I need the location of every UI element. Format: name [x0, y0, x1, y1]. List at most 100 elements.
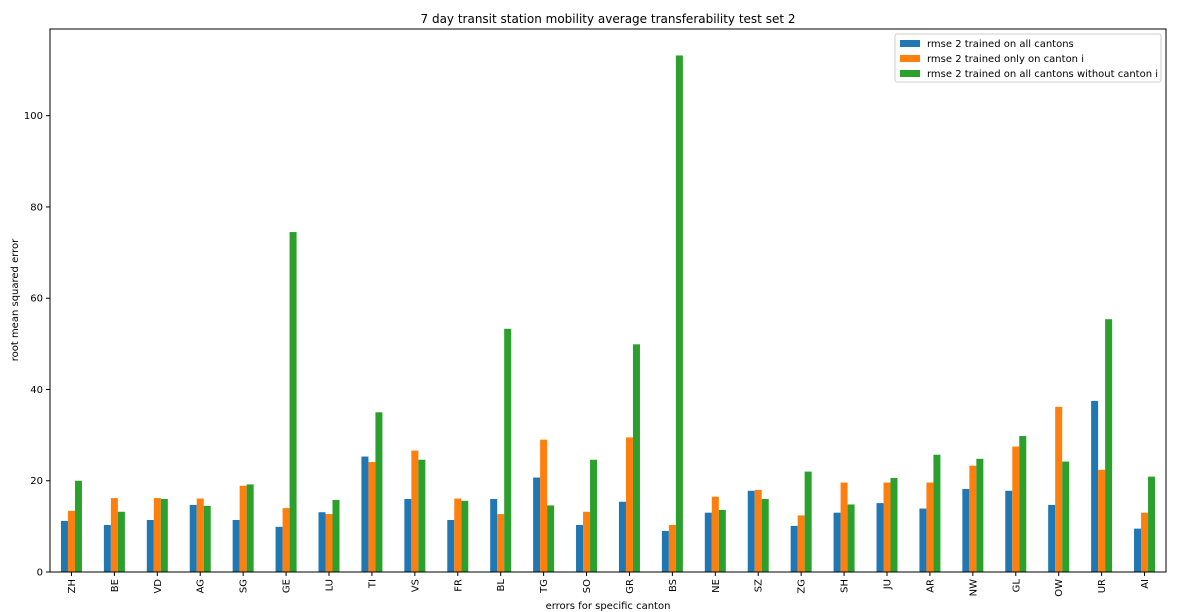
- bar-fr-series-3: [461, 500, 469, 572]
- bar-zg-series-3: [804, 471, 812, 572]
- bar-sh-series-2: [840, 482, 848, 572]
- bar-ju-series-3: [890, 478, 898, 572]
- bar-ai-series-1: [1134, 528, 1142, 572]
- bar-nw-series-3: [976, 458, 984, 572]
- bar-so-series-2: [583, 511, 591, 572]
- bar-ar-series-1: [919, 508, 927, 572]
- bar-vd-series-2: [153, 498, 161, 572]
- bar-fr-series-2: [454, 498, 462, 572]
- bar-vd-series-3: [160, 498, 168, 572]
- bar-so-series-1: [576, 525, 584, 572]
- bar-sh-series-1: [833, 512, 841, 572]
- bar-bl-series-1: [490, 498, 498, 572]
- bar-sz-series-2: [754, 489, 762, 572]
- bar-sh-series-3: [847, 504, 855, 572]
- x-tick-label-ge: GE: [282, 579, 293, 593]
- x-tick-label-gr: GR: [625, 579, 636, 594]
- y-tick-label: 60: [30, 294, 43, 305]
- bar-be-series-3: [117, 511, 125, 572]
- x-tick-label-zg: ZG: [797, 579, 808, 594]
- bar-ne-series-1: [704, 512, 712, 572]
- x-tick-label-vd: VD: [153, 579, 164, 594]
- x-tick-label-ag: AG: [196, 579, 207, 593]
- y-tick-label: 20: [30, 476, 43, 487]
- bar-ne-series-3: [718, 509, 726, 572]
- bar-vs-series-2: [411, 450, 419, 572]
- bar-ne-series-2: [711, 496, 719, 572]
- bar-tg-series-3: [547, 505, 555, 572]
- bar-ow-series-2: [1055, 406, 1063, 572]
- bar-ur-series-2: [1098, 469, 1106, 572]
- x-tick-label-so: SO: [582, 579, 593, 593]
- x-tick-label-sz: SZ: [754, 579, 765, 592]
- x-tick-label-be: BE: [110, 579, 121, 592]
- bar-zh-series-2: [67, 510, 75, 572]
- x-tick-label-ow: OW: [1054, 579, 1065, 597]
- bar-gl-series-1: [1005, 490, 1013, 572]
- bar-tg-series-1: [533, 477, 541, 572]
- y-tick-label: 0: [37, 568, 43, 579]
- bar-fr-series-1: [447, 519, 455, 572]
- y-tick-label: 40: [30, 385, 43, 396]
- bar-ti-series-2: [368, 462, 376, 572]
- legend: rmse 2 trained on all cantons rmse 2 trai…: [894, 33, 1162, 83]
- x-tick-label-ne: NE: [711, 579, 722, 593]
- bar-ti-series-1: [361, 456, 369, 572]
- bar-sz-series-3: [761, 498, 769, 572]
- x-tick-label-sh: SH: [840, 579, 851, 593]
- x-tick-label-sg: SG: [239, 579, 250, 593]
- legend-swatch-series-3: [900, 70, 920, 77]
- bar-vd-series-1: [146, 519, 154, 572]
- bar-bs-series-1: [661, 530, 669, 572]
- legend-swatch-series-2: [900, 55, 920, 62]
- bar-sg-series-1: [232, 519, 240, 572]
- bar-ow-series-3: [1062, 461, 1070, 572]
- bar-ju-series-2: [883, 482, 891, 572]
- x-tick-label-lu: LU: [325, 579, 336, 591]
- bar-tg-series-2: [540, 439, 548, 572]
- bar-ag-series-2: [196, 498, 204, 572]
- bar-zg-series-2: [797, 515, 805, 572]
- legend-box: [894, 33, 1162, 83]
- x-tick-label-zh: ZH: [67, 579, 78, 593]
- bar-ge-series-3: [289, 232, 297, 573]
- bar-gr-series-2: [625, 437, 633, 572]
- bar-bl-series-3: [504, 328, 512, 572]
- bar-lu-series-2: [325, 514, 333, 572]
- bar-ge-series-1: [275, 526, 283, 572]
- legend-label-series-1: rmse 2 trained on all cantons: [927, 39, 1074, 50]
- y-tick-label: 80: [30, 202, 43, 213]
- bar-gl-series-3: [1019, 436, 1027, 572]
- bar-ar-series-3: [933, 454, 941, 572]
- x-tick-label-ti: TI: [367, 579, 378, 589]
- x-axis-label: errors for specific canton: [546, 601, 671, 612]
- x-tick-label-bs: BS: [668, 579, 679, 592]
- chart-title: 7 day transit station mobility average t…: [421, 12, 796, 26]
- axes-layer: 0 20 40 60 80 100 ZH BE VD AG SG GE LU TI VS FR BL TG SO GR…: [24, 28, 1167, 597]
- plot-frame: [49, 28, 1167, 573]
- bar-zh-series-3: [74, 480, 82, 572]
- bar-zg-series-1: [790, 525, 798, 572]
- x-tick-label-tg: TG: [539, 579, 550, 594]
- bar-nw-series-2: [969, 465, 977, 572]
- legend-label-series-3: rmse 2 trained on all cantons without ca…: [927, 69, 1158, 80]
- bar-ju-series-1: [876, 503, 884, 572]
- x-tick-label-ai: AI: [1140, 579, 1151, 589]
- x-tick-label-fr: FR: [453, 579, 464, 592]
- bar-ow-series-1: [1048, 504, 1056, 572]
- bar-nw-series-1: [962, 488, 970, 572]
- legend-swatch-series-1: [900, 40, 920, 47]
- bar-gr-series-1: [618, 501, 626, 572]
- bar-ge-series-2: [282, 508, 290, 572]
- bar-sg-series-2: [239, 485, 247, 572]
- x-tick-label-gl: GL: [1011, 579, 1022, 593]
- x-tick-label-vs: VS: [410, 579, 421, 592]
- bar-ag-series-3: [203, 505, 211, 572]
- bar-lu-series-1: [318, 512, 326, 572]
- y-tick-label: 100: [24, 111, 43, 122]
- bar-bs-series-3: [675, 55, 683, 573]
- bar-bs-series-2: [668, 525, 676, 572]
- bars-layer: [60, 55, 1156, 573]
